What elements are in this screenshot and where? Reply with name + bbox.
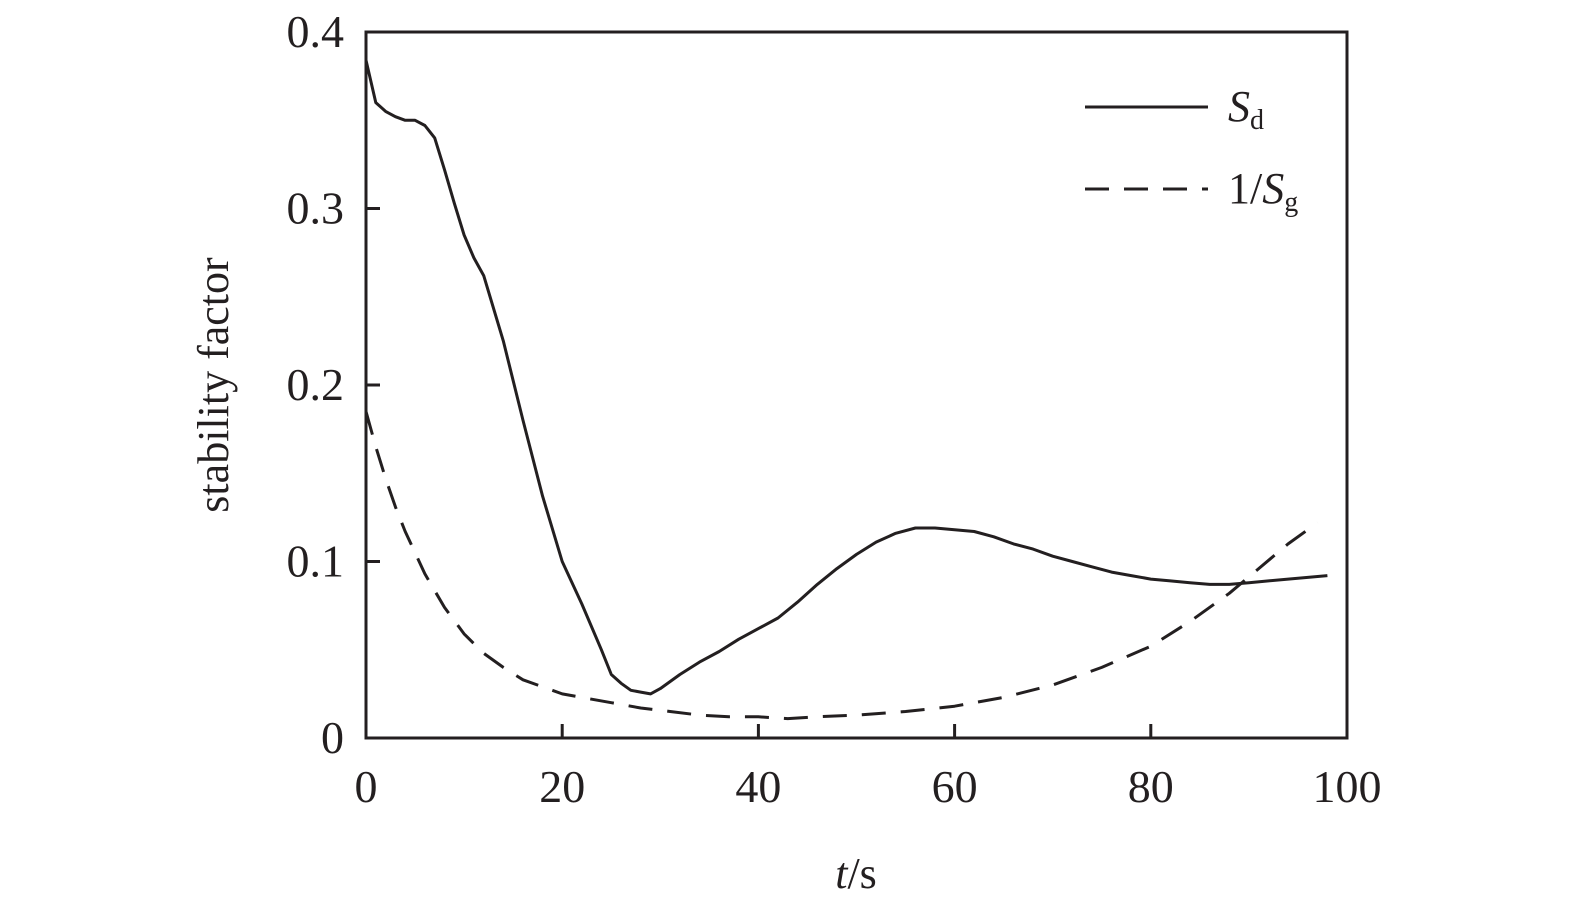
legend: Sd 1/Sg — [1085, 82, 1298, 218]
x-axis-label-variable: t — [835, 849, 849, 898]
series-line-inv-s-g — [364, 411, 1319, 721]
x-tick-label: 20 — [539, 761, 585, 812]
plot-frame — [364, 30, 1349, 740]
y-tick-label: 0.3 — [287, 183, 345, 234]
y-tick-label: 0.4 — [287, 6, 345, 57]
x-axis-label-unit: /s — [847, 849, 876, 898]
axis-ticks: 0 20 40 60 80 100 0 0.1 0.2 0.3 0.4 — [287, 6, 1382, 812]
y-tick-label: 0.1 — [287, 536, 345, 587]
x-tick-label: 80 — [1128, 761, 1174, 812]
y-tick-label: 0 — [321, 712, 344, 763]
legend-label-s-d: Sd — [1228, 82, 1264, 136]
y-axis-label: stability factor — [189, 257, 238, 513]
plot-series — [364, 59, 1328, 721]
legend-label-inv-s-g: 1/Sg — [1228, 164, 1298, 218]
x-tick-label: 0 — [355, 761, 378, 812]
x-tick-label: 100 — [1313, 761, 1382, 812]
y-tick-label: 0.2 — [287, 359, 345, 410]
x-tick-label: 60 — [932, 761, 978, 812]
x-axis-label: t/s — [835, 849, 877, 898]
series-line-s-d — [364, 59, 1328, 696]
x-tick-label: 40 — [735, 761, 781, 812]
